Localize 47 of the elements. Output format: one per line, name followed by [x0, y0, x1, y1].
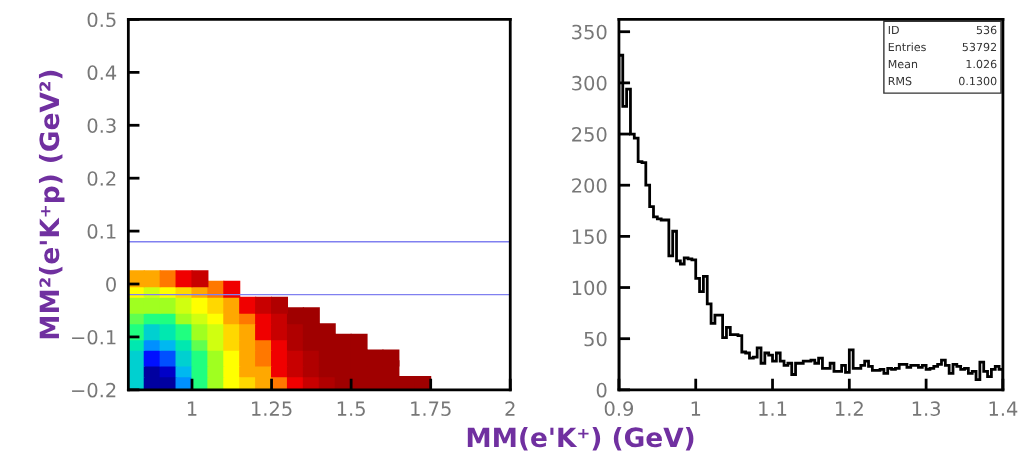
x-tick-label: 1.75	[411, 401, 451, 417]
x-tick-label: 0.9	[604, 401, 634, 417]
point	[334, 333, 352, 351]
y-tick-label: 350	[572, 24, 607, 40]
x-axis-title: MM(e'K⁺) (GeV)	[467, 426, 694, 451]
y-tick-label: −0.1	[72, 329, 116, 345]
annotation: RMS	[888, 76, 912, 86]
y-tick-label: 200	[572, 178, 607, 193]
point	[382, 349, 400, 367]
y-tick-label: 0.2	[87, 171, 116, 186]
point	[255, 296, 273, 314]
annotation: Mean	[888, 59, 918, 69]
y-tick-label: 0.3	[87, 118, 116, 133]
y-tick-label: 50	[584, 331, 607, 347]
y-tick-label: −0.2	[72, 382, 116, 398]
y-tick-label: 250	[572, 127, 607, 142]
y-tick-label: 0	[596, 382, 607, 398]
y-tick-label: 0	[106, 276, 116, 292]
y-tick-label: 150	[572, 229, 607, 245]
y-tick-label: 0.5	[87, 12, 116, 28]
x-tick-label: 1.25	[252, 401, 292, 417]
point	[159, 270, 177, 288]
y-tick-label: 300	[572, 75, 607, 91]
x-tick-label: 1.2	[836, 401, 863, 416]
x-tick-label: 1	[187, 401, 197, 416]
y-tick-label: 0.1	[87, 224, 116, 239]
y-tick-label: 100	[572, 280, 607, 296]
annotation: 0.1300	[959, 76, 997, 86]
point	[191, 270, 209, 288]
annotation: 536	[976, 25, 997, 35]
y-axis-title: MM²(e'K⁺p) (GeV²)	[38, 70, 65, 339]
point	[239, 296, 257, 314]
annotation: 1.026	[966, 59, 997, 69]
x-tick-label: 1.1	[759, 401, 787, 416]
annotation: Entries	[888, 42, 926, 52]
x-tick-label: 1.3	[912, 401, 941, 417]
point	[350, 333, 368, 351]
annotation: ID	[888, 25, 899, 34]
y-tick-label: 0.4	[87, 65, 117, 81]
x-tick-label: 1.5	[337, 401, 365, 417]
x-tick-label: 1	[691, 401, 701, 416]
point	[271, 296, 289, 314]
x-tick-label: 2	[505, 401, 515, 416]
point	[223, 280, 241, 298]
annotation: 53792	[962, 42, 997, 52]
x-tick-label: 1.4	[989, 401, 1018, 416]
point	[143, 270, 161, 288]
